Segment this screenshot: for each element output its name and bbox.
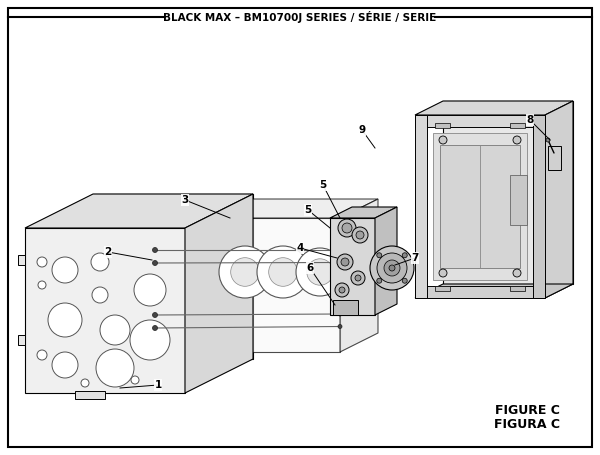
- Circle shape: [134, 274, 166, 306]
- Circle shape: [257, 246, 309, 298]
- Text: 2: 2: [104, 247, 112, 257]
- Circle shape: [37, 350, 47, 360]
- Circle shape: [335, 283, 349, 297]
- Polygon shape: [548, 146, 561, 170]
- Circle shape: [296, 248, 344, 296]
- Polygon shape: [433, 133, 527, 280]
- Circle shape: [52, 352, 78, 378]
- Circle shape: [377, 278, 382, 283]
- Polygon shape: [545, 101, 573, 298]
- Circle shape: [439, 269, 447, 277]
- Bar: [435, 286, 450, 291]
- Polygon shape: [533, 115, 545, 298]
- Circle shape: [338, 219, 356, 237]
- Circle shape: [339, 287, 345, 293]
- Circle shape: [38, 281, 46, 289]
- Circle shape: [338, 312, 342, 316]
- Text: 5: 5: [304, 205, 311, 215]
- Circle shape: [152, 325, 157, 330]
- Text: 5: 5: [319, 180, 326, 190]
- Circle shape: [52, 257, 78, 283]
- Circle shape: [152, 313, 157, 318]
- Circle shape: [338, 324, 342, 329]
- Circle shape: [389, 265, 395, 271]
- Polygon shape: [415, 101, 573, 115]
- Circle shape: [92, 287, 108, 303]
- Polygon shape: [25, 228, 185, 393]
- Polygon shape: [340, 199, 378, 352]
- Circle shape: [370, 246, 414, 290]
- Polygon shape: [210, 199, 378, 218]
- Bar: [510, 123, 525, 128]
- Text: 3: 3: [181, 195, 188, 205]
- Text: 4: 4: [296, 243, 304, 253]
- Polygon shape: [415, 284, 573, 298]
- Polygon shape: [510, 175, 527, 225]
- Polygon shape: [330, 218, 375, 315]
- Circle shape: [402, 253, 407, 258]
- Circle shape: [269, 258, 298, 286]
- Circle shape: [355, 275, 361, 281]
- Polygon shape: [415, 115, 427, 298]
- Bar: [435, 123, 450, 128]
- Text: 8: 8: [526, 115, 533, 125]
- Circle shape: [439, 136, 447, 144]
- Circle shape: [377, 253, 382, 258]
- Bar: [510, 286, 525, 291]
- Bar: [18, 255, 25, 265]
- Polygon shape: [415, 286, 545, 298]
- Text: 6: 6: [307, 263, 314, 273]
- Polygon shape: [185, 194, 253, 393]
- Circle shape: [91, 253, 109, 271]
- Polygon shape: [25, 194, 253, 228]
- Bar: [18, 335, 25, 345]
- Text: FIGURE C: FIGURE C: [495, 404, 560, 416]
- Polygon shape: [93, 194, 253, 359]
- Circle shape: [352, 227, 368, 243]
- Circle shape: [130, 320, 170, 360]
- Bar: [75, 391, 105, 399]
- Polygon shape: [333, 300, 358, 315]
- Polygon shape: [375, 207, 397, 315]
- Polygon shape: [330, 207, 397, 218]
- Circle shape: [131, 376, 139, 384]
- Circle shape: [513, 136, 521, 144]
- Text: FIGURA C: FIGURA C: [494, 418, 560, 430]
- Circle shape: [351, 271, 365, 285]
- Circle shape: [81, 379, 89, 387]
- Circle shape: [546, 138, 550, 142]
- Circle shape: [377, 253, 407, 283]
- Text: 7: 7: [412, 253, 419, 263]
- Polygon shape: [210, 218, 340, 352]
- Circle shape: [152, 248, 157, 253]
- Circle shape: [230, 258, 259, 286]
- Circle shape: [402, 278, 407, 283]
- Text: 9: 9: [358, 125, 365, 135]
- Circle shape: [513, 269, 521, 277]
- Polygon shape: [415, 115, 545, 127]
- Polygon shape: [440, 145, 520, 268]
- Circle shape: [341, 258, 349, 266]
- Circle shape: [100, 315, 130, 345]
- Text: BLACK MAX – BM10700J SERIES / SÉRIE / SERIE: BLACK MAX – BM10700J SERIES / SÉRIE / SE…: [163, 11, 437, 23]
- Circle shape: [342, 223, 352, 233]
- Circle shape: [307, 259, 333, 285]
- Polygon shape: [443, 101, 573, 284]
- Circle shape: [48, 303, 82, 337]
- Text: 1: 1: [154, 380, 161, 390]
- Circle shape: [152, 261, 157, 266]
- Circle shape: [37, 257, 47, 267]
- Circle shape: [356, 231, 364, 239]
- Circle shape: [338, 248, 342, 252]
- Circle shape: [338, 261, 342, 264]
- Circle shape: [219, 246, 271, 298]
- Circle shape: [96, 349, 134, 387]
- Circle shape: [384, 260, 400, 276]
- Circle shape: [337, 254, 353, 270]
